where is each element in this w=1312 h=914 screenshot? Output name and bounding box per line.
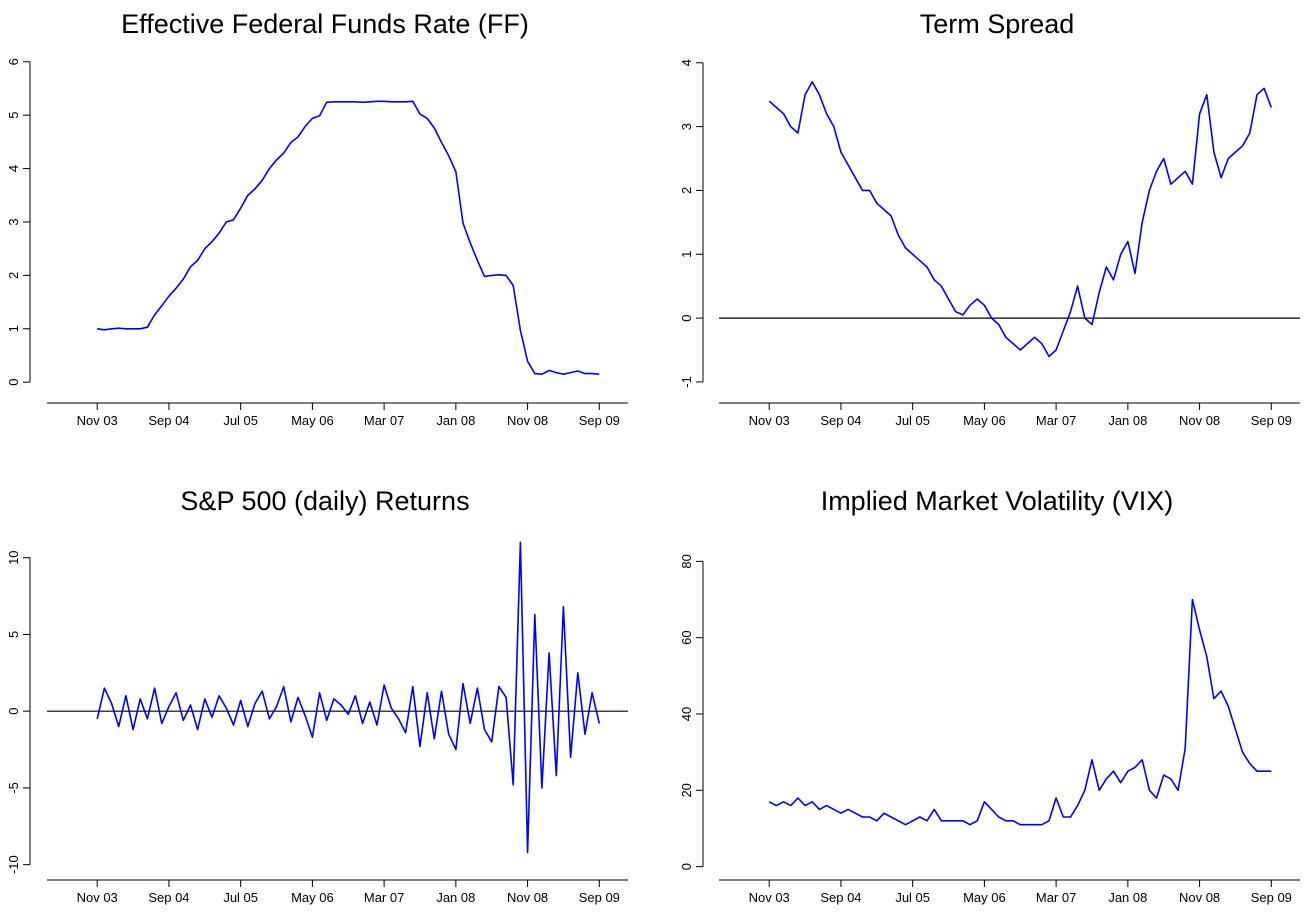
x-tick-label: Jan 08 <box>1108 890 1147 905</box>
y-tick-label: -5 <box>6 782 21 794</box>
x-tick-label: Sep 04 <box>148 890 189 905</box>
y-tick-label: 20 <box>679 783 694 797</box>
chart-title: S&P 500 (daily) Returns <box>180 486 469 516</box>
x-tick-label: Mar 07 <box>364 890 404 905</box>
y-tick-label: 6 <box>6 58 21 65</box>
series-line <box>96 541 601 854</box>
series-line <box>768 598 1272 826</box>
x-tick-label: Jul 05 <box>895 890 930 905</box>
y-tick-label: 5 <box>6 631 21 638</box>
y-tick-label: 2 <box>6 272 21 279</box>
x-tick-label: May 06 <box>291 413 334 428</box>
x-tick-label: Jan 08 <box>436 890 475 905</box>
x-tick-label: May 06 <box>291 890 334 905</box>
x-tick-label: Jul 05 <box>895 413 930 428</box>
y-tick-label: 0 <box>679 863 694 870</box>
x-tick-label: Sep 04 <box>820 890 861 905</box>
x-tick-label: Jan 08 <box>1108 413 1147 428</box>
y-tick-label: 3 <box>6 218 21 225</box>
y-tick-label: 0 <box>679 314 694 321</box>
chart-title: Term Spread <box>920 9 1075 39</box>
x-tick-label: Nov 08 <box>507 890 548 905</box>
x-tick-label: Jul 05 <box>223 890 258 905</box>
x-tick-label: Mar 07 <box>1036 890 1076 905</box>
y-tick-label: 4 <box>6 165 21 172</box>
y-tick-label: 2 <box>679 187 694 194</box>
y-tick-label: 0 <box>6 379 21 386</box>
x-tick-label: Sep 09 <box>579 890 620 905</box>
y-tick-label: 5 <box>6 112 21 119</box>
x-tick-label: Sep 04 <box>820 413 861 428</box>
series-line <box>768 81 1273 358</box>
x-tick-label: Nov 03 <box>749 890 790 905</box>
x-tick-label: Mar 07 <box>1036 413 1076 428</box>
y-tick-label: -10 <box>6 855 21 874</box>
x-tick-label: Nov 08 <box>507 413 548 428</box>
y-tick-label: -1 <box>679 376 694 388</box>
y-tick-label: 60 <box>679 630 694 644</box>
x-tick-label: May 06 <box>963 890 1006 905</box>
x-tick-label: Sep 09 <box>1251 890 1292 905</box>
y-tick-label: 3 <box>679 123 694 130</box>
x-tick-label: Jul 05 <box>223 413 258 428</box>
chart-title: Effective Federal Funds Rate (FF) <box>121 9 529 39</box>
y-tick-label: 4 <box>679 59 694 66</box>
x-tick-label: Nov 03 <box>77 413 118 428</box>
x-tick-label: Sep 09 <box>1251 413 1292 428</box>
y-tick-label: 10 <box>6 550 21 564</box>
y-tick-label: 80 <box>679 554 694 568</box>
y-tick-label: 1 <box>679 251 694 258</box>
y-tick-label: 40 <box>679 707 694 721</box>
x-tick-label: May 06 <box>963 413 1006 428</box>
y-tick-label: 1 <box>6 325 21 332</box>
x-tick-label: Sep 04 <box>148 413 189 428</box>
y-tick-label: 0 <box>6 708 21 715</box>
x-tick-label: Sep 09 <box>579 413 620 428</box>
x-tick-label: Mar 07 <box>364 413 404 428</box>
x-tick-label: Nov 08 <box>1179 413 1220 428</box>
x-tick-label: Nov 03 <box>749 413 790 428</box>
series-line <box>97 100 600 375</box>
x-tick-label: Nov 08 <box>1179 890 1220 905</box>
x-tick-label: Jan 08 <box>436 413 475 428</box>
chart-title: Implied Market Volatility (VIX) <box>821 486 1174 516</box>
x-tick-label: Nov 03 <box>77 890 118 905</box>
